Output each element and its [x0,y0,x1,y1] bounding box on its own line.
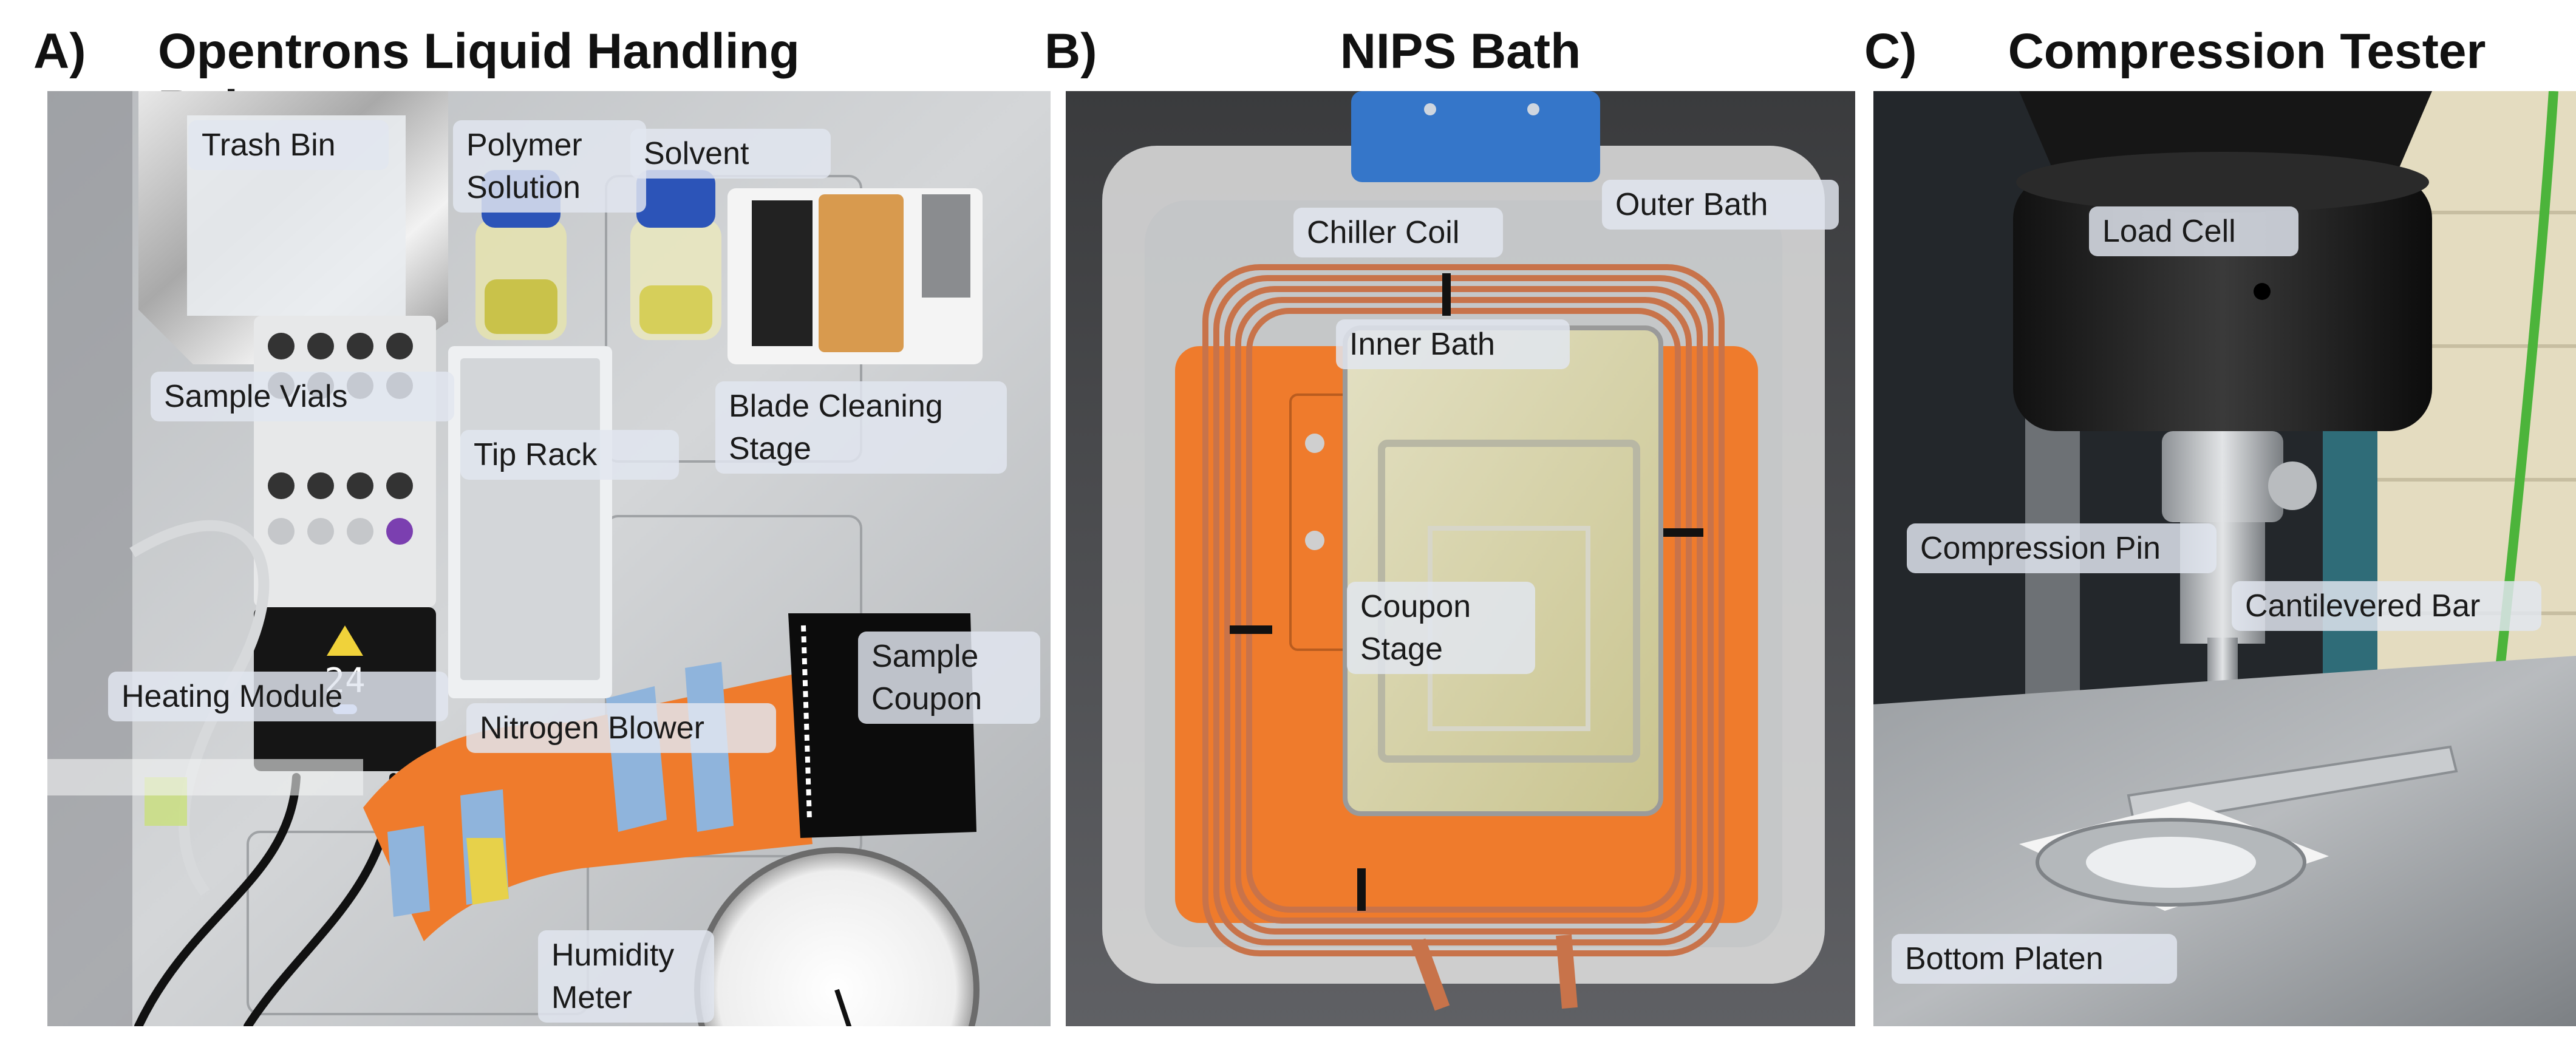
label-solvent: Solvent [630,129,831,179]
label-bottom-platen: Bottom Platen [1892,934,2177,984]
label-tip-rack: Tip Rack [460,430,679,480]
panel-b-photo: Chiller Coil Outer Bath Inner Bath Coupo… [1066,91,1855,1026]
panel-a-photo: 24 Trash Bin [47,91,1051,1026]
panel-b-title: NIPS Bath [1340,24,1581,79]
panel-c-title: Compression Tester [2008,24,2486,79]
label-coupon-stage: Coupon Stage [1347,582,1535,674]
chiller-head [1351,91,1600,182]
label-blade-cleaning-stage: Blade Cleaning Stage [715,381,1007,474]
label-cantilevered-bar: Cantilevered Bar [2232,581,2541,631]
label-chiller-coil: Chiller Coil [1293,208,1503,257]
label-sample-coupon: Sample Coupon [858,632,1040,724]
solvent-bottle [630,170,721,340]
label-sample-vials: Sample Vials [151,372,454,421]
panel-c-letter: C) [1864,24,1917,79]
label-outer-bath: Outer Bath [1602,180,1839,230]
panel-b-letter: B) [1044,24,1097,79]
sample-vials-block [254,316,436,607]
tip-rack [448,346,612,698]
label-trash-bin: Trash Bin [188,120,389,170]
label-polymer-solution: Polymer Solution [453,120,646,213]
inner-bath-container [1343,325,1663,816]
label-humidity-meter: Humidity Meter [538,930,714,1023]
label-compression-pin: Compression Pin [1907,523,2217,573]
panel-c-photo: Load Cell Compression Pin Cantilevered B… [1873,91,2576,1026]
opentrons-robot-photo: 24 [47,91,1051,1026]
label-heating-module: Heating Module [108,672,448,721]
blade-cleaning-stage [727,188,983,364]
label-inner-bath: Inner Bath [1336,319,1570,369]
label-load-cell: Load Cell [2089,206,2298,256]
label-nitrogen-blower: Nitrogen Blower [466,703,776,753]
panel-a-letter: A) [33,24,86,79]
chiller-coil-shape [1202,264,1725,956]
